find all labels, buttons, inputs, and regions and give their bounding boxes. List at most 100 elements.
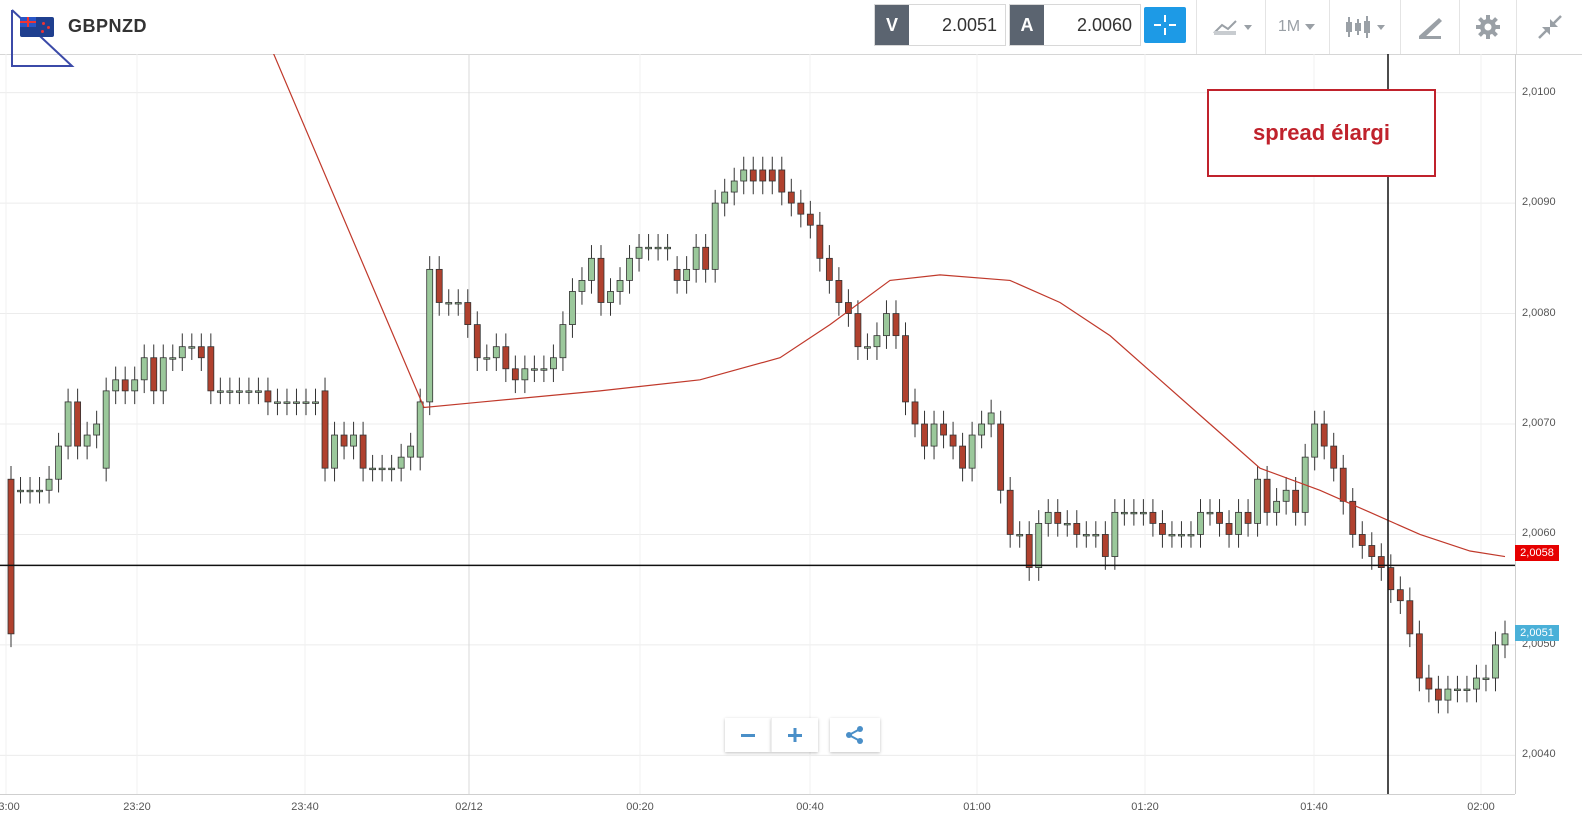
candle-body [968, 434, 976, 469]
zoom-out-button[interactable] [725, 718, 771, 752]
chart-type-icon [1213, 20, 1252, 35]
candle-body [169, 357, 177, 360]
candle-body [911, 401, 919, 425]
candle-body [64, 401, 72, 447]
timeframe-button[interactable]: 1M [1265, 0, 1329, 54]
candle-body [445, 302, 453, 305]
candle-body [1168, 534, 1176, 537]
candle-body [140, 357, 148, 381]
candle-body [1482, 677, 1490, 680]
candle-body [806, 213, 814, 226]
candle-body [378, 467, 386, 471]
candle-body [1292, 489, 1300, 513]
minus-icon [741, 734, 755, 737]
candle-body [293, 401, 300, 404]
candle-body [74, 401, 82, 447]
candle-body [1501, 633, 1509, 646]
settings-button[interactable] [1459, 0, 1516, 54]
buy-price-button[interactable]: A 2.0060 [1009, 4, 1141, 46]
candle-body [1434, 688, 1442, 701]
candle-body [197, 346, 205, 359]
candle-body [188, 346, 196, 349]
drawing-tools-button[interactable] [1400, 0, 1459, 54]
candle-body [1339, 467, 1347, 502]
x-tick-label: 02:00 [1467, 801, 1495, 813]
candle-body [1092, 534, 1100, 537]
gbpnzd-flag-icon [20, 17, 54, 37]
timeframe-label: 1M [1277, 18, 1301, 35]
candle-body [178, 346, 186, 359]
candle-body [7, 478, 15, 635]
candle-body [235, 390, 243, 393]
candle-body [473, 324, 481, 359]
candle-body [112, 379, 120, 392]
candle-body [483, 357, 491, 360]
candle-body [464, 302, 472, 325]
x-tick-label: 00:20 [626, 801, 654, 813]
candle-body [1082, 534, 1090, 537]
chevron-down-icon [1305, 24, 1316, 30]
collapse-icon [1538, 15, 1562, 39]
candle-body [26, 489, 34, 493]
candle-body [749, 169, 757, 182]
candle-body [1130, 511, 1138, 515]
candle-body [845, 302, 852, 314]
candle-body [569, 291, 576, 325]
crosshair-button[interactable] [1144, 7, 1186, 43]
collapse-button[interactable] [1516, 0, 1582, 54]
candle-body [550, 357, 557, 370]
candle-body [683, 268, 691, 281]
candle-body [1035, 523, 1043, 568]
drawing-icon [1419, 18, 1442, 39]
candle-body [388, 467, 396, 471]
candle-body [131, 379, 139, 392]
candle-body [883, 313, 890, 337]
x-tick-label: 23:20 [123, 801, 151, 813]
candle-body [521, 368, 529, 381]
candle-body [1311, 423, 1319, 458]
candle-body [1235, 511, 1242, 535]
candle-body [1197, 511, 1204, 535]
crosshair-icon [1154, 15, 1176, 35]
candle-body [1273, 500, 1281, 513]
candle-body [159, 357, 167, 392]
sell-tag: V [875, 5, 909, 45]
candle-body [730, 180, 738, 193]
candle-body [588, 257, 595, 281]
candle-body [1454, 688, 1461, 691]
share-button[interactable] [830, 718, 880, 752]
candlestick-button[interactable] [1329, 0, 1400, 54]
candle-body [274, 401, 281, 404]
toolbar: GBPNZD V 2.0051 A 2.0060 1M [0, 0, 1582, 67]
candle-body [1425, 677, 1433, 690]
candle-body [17, 489, 24, 493]
candle-body [702, 246, 710, 270]
chart-area[interactable] [0, 0, 1515, 794]
candle-body [407, 445, 415, 458]
zoom-in-button[interactable] [771, 718, 818, 752]
candle-body [1349, 500, 1357, 535]
last-price-tag: 2,0051 [1515, 625, 1559, 641]
candle-body [892, 313, 900, 337]
candle-body [1101, 534, 1109, 557]
candle-body [1016, 534, 1024, 537]
price-axis[interactable] [1515, 54, 1582, 794]
time-axis[interactable] [0, 794, 1515, 839]
price-chart[interactable] [0, 0, 1515, 794]
candle-body [854, 313, 862, 348]
candle-body [711, 202, 719, 270]
candle-body [740, 169, 748, 182]
candle-body [216, 390, 224, 393]
x-tick-label: 23:00 [0, 801, 20, 813]
candle-body [1159, 523, 1166, 535]
candle-body [692, 246, 700, 270]
sell-price: 2.0051 [941, 14, 997, 35]
candle-body [1111, 511, 1119, 557]
candle-body [83, 434, 91, 447]
moving-average-line [250, 0, 1506, 558]
candle-body [1492, 644, 1499, 679]
candle-body [1044, 511, 1052, 524]
candle-body [245, 390, 253, 393]
chart-type-button[interactable] [1196, 0, 1265, 54]
sell-price-button[interactable]: V 2.0051 [874, 4, 1006, 46]
